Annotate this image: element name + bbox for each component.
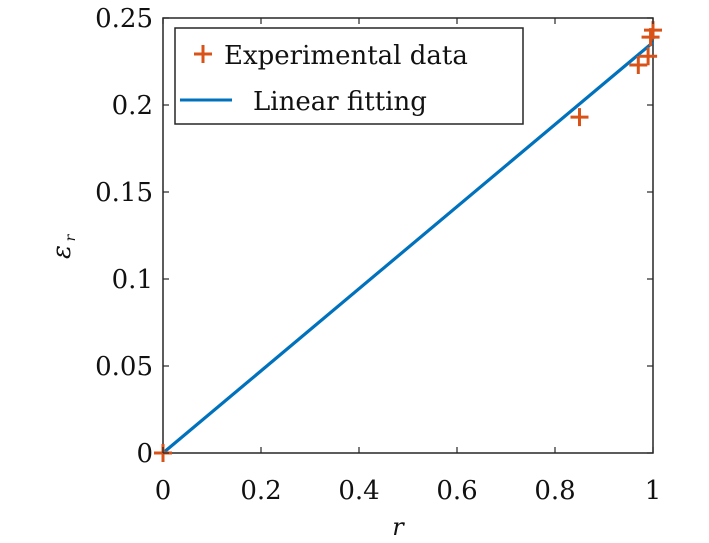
y-tick-label: 0.15 [95,178,153,208]
x-tick-label: 1 [645,476,662,506]
experimental-data-point [629,55,648,74]
x-tick-label: 0.8 [534,476,575,506]
x-tick-label: 0.4 [338,476,379,506]
legend-label-linear-fitting: Linear fitting [253,87,427,117]
x-tick-label: 0 [155,476,172,506]
x-tick-label: 0.2 [240,476,281,506]
experimental-data-point [644,21,662,40]
legend-marker-experimental [194,45,212,63]
legend-label-experimental: Experimental data [224,41,468,71]
y-tick-label: 0.05 [95,352,153,382]
y-tick-label: 0.2 [112,91,153,121]
y-tick-label: 0.1 [112,265,153,295]
x-axis: 0 0.2 0.4 0.6 0.8 1 [155,18,662,506]
experimental-data-point [639,47,658,66]
linear-fitting-line [161,41,655,455]
legend: Experimental data Linear fitting [174,27,524,125]
x-axis-title: r [392,513,405,541]
series-layer [154,21,662,462]
experimental-data-point [570,108,589,127]
y-tick-label: 0.25 [95,4,153,34]
y-axis-title-subscript: r [63,233,79,241]
legend-box [174,27,524,125]
y-axis: 0 0.05 0.1 0.15 0.2 0.25 [95,4,653,469]
x-tick-label: 0.6 [436,476,477,506]
y-axis-title: ε [47,245,77,259]
y-tick-label: 0 [136,439,153,469]
